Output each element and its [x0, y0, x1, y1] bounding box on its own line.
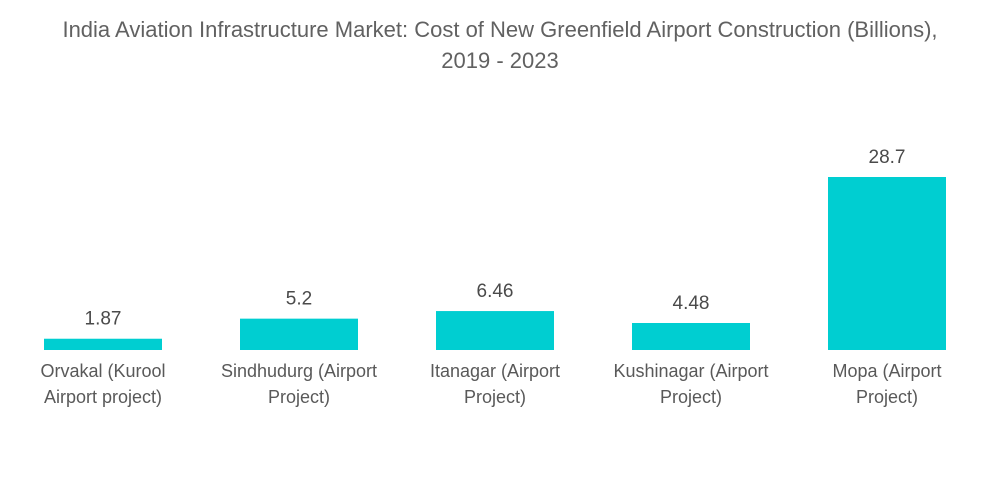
category-label-3: Kushinagar (Airport Project)	[613, 361, 768, 407]
category-label-4-line-0: Mopa (Airport	[832, 361, 941, 381]
chart-title-line-1: India Aviation Infrastructure Market: Co…	[62, 17, 938, 42]
chart-title-line-2: 2019 - 2023	[441, 48, 559, 73]
bar-0	[44, 338, 162, 350]
data-label-1: 5.2	[286, 289, 312, 310]
category-label-2-line-0: Itanagar (Airport	[430, 361, 560, 381]
category-label-4: Mopa (Airport Project)	[832, 361, 941, 407]
category-label-2: Itanagar (Airport Project)	[430, 361, 560, 407]
data-label-2: 6.46	[477, 281, 514, 302]
category-label-4-line-1: Project)	[856, 387, 918, 407]
category-label-2-line-1: Project)	[464, 387, 526, 407]
category-label-3-line-1: Project)	[660, 387, 722, 407]
data-label-0: 1.87	[85, 309, 122, 330]
category-label-3-line-0: Kushinagar (Airport	[613, 361, 768, 381]
bar-3	[632, 322, 750, 350]
category-label-0: Orvakal (Kurool Airport project)	[40, 361, 165, 407]
bar-2	[436, 311, 554, 350]
category-label-1-line-0: Sindhudurg (Airport	[221, 361, 377, 381]
data-label-3: 4.48	[673, 293, 710, 314]
category-label-0-line-1: Airport project)	[44, 387, 162, 407]
chart-title: India Aviation Infrastructure Market: Co…	[0, 14, 1000, 76]
data-label-4: 28.7	[869, 147, 906, 168]
category-label-0-line-0: Orvakal (Kurool	[40, 361, 165, 381]
category-label-1-line-1: Project)	[268, 387, 330, 407]
bar-4	[828, 177, 946, 350]
category-label-1: Sindhudurg (Airport Project)	[221, 361, 377, 407]
bar-1	[240, 318, 358, 350]
